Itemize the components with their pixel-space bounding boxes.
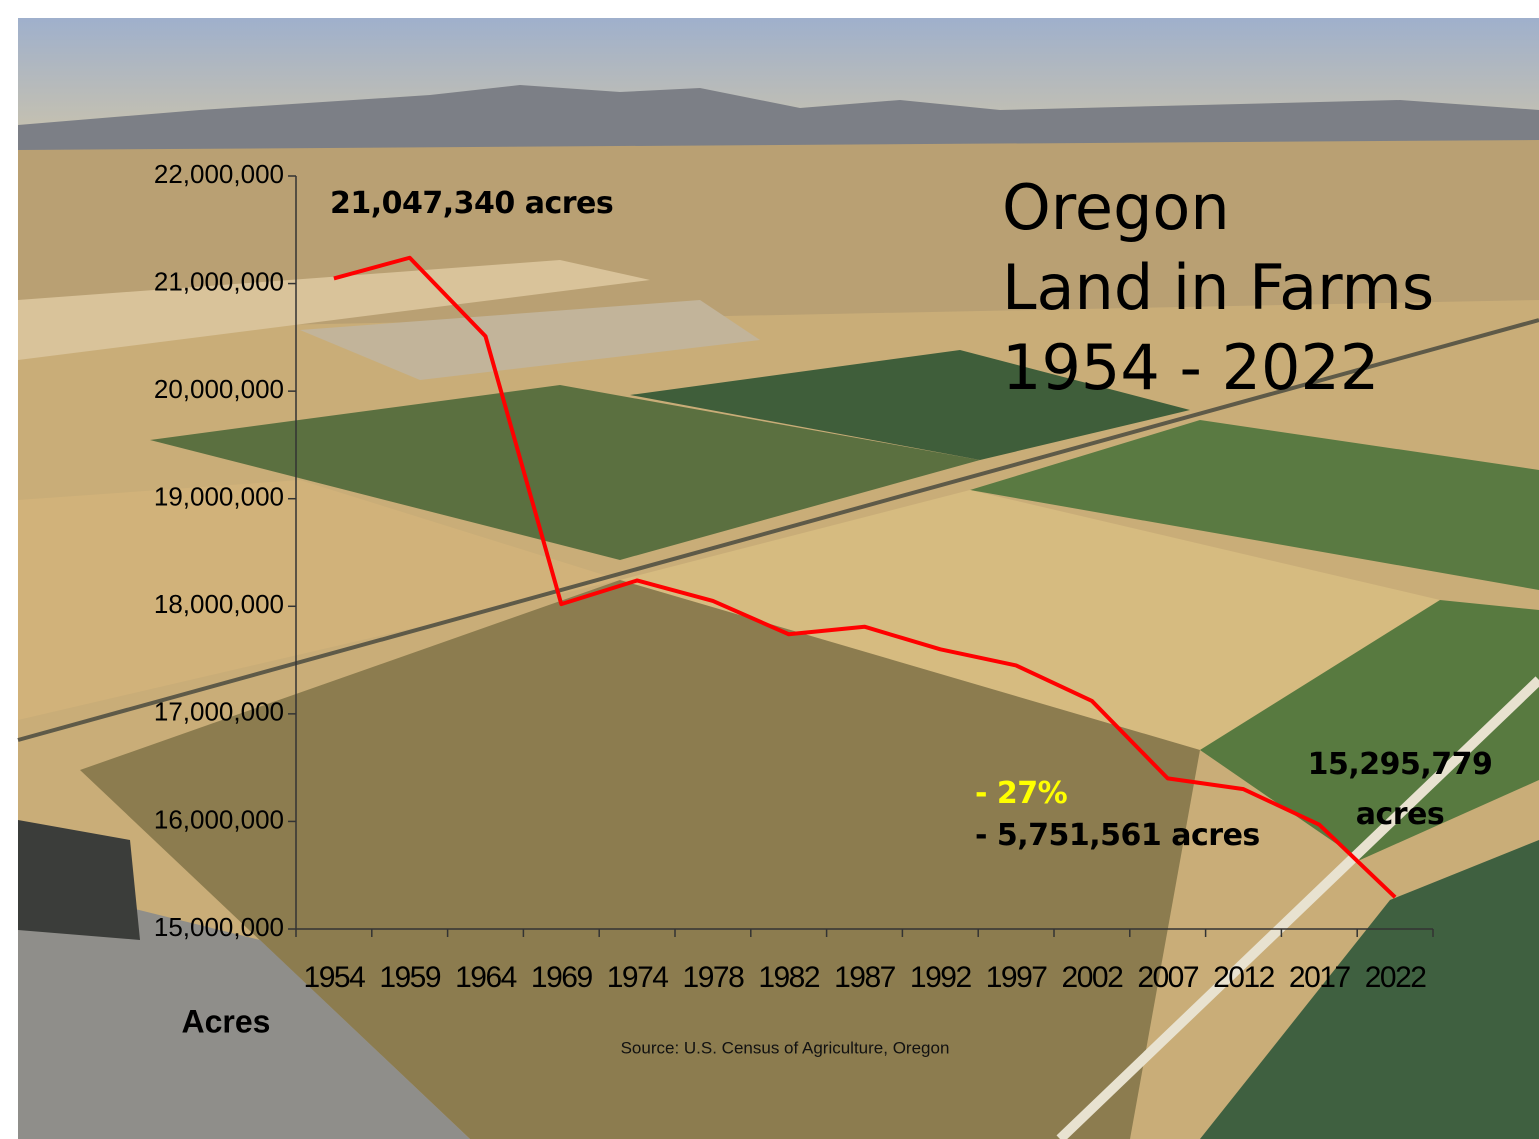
x-tick-label: 1974 xyxy=(607,961,669,994)
x-tick-label: 1992 xyxy=(910,961,972,994)
y-axis-label: Acres xyxy=(182,1003,271,1039)
x-tick-label: 1964 xyxy=(455,961,517,994)
x-tick-label: 2017 xyxy=(1289,961,1351,994)
x-tick-label: 1978 xyxy=(683,961,745,994)
y-tick-label: 18,000,000 xyxy=(154,589,284,619)
annotation: 21,047,340 acres xyxy=(330,186,613,221)
y-tick-label: 22,000,000 xyxy=(154,159,284,189)
annotation: - 5,751,561 acres xyxy=(975,818,1260,853)
chart-title: Oregon Land in Farms 1954 - 2022 xyxy=(1002,168,1434,408)
y-tick-label: 21,000,000 xyxy=(154,266,284,296)
y-tick-label: 19,000,000 xyxy=(154,482,284,512)
x-tick-label: 2007 xyxy=(1137,961,1199,994)
y-tick-label: 15,000,000 xyxy=(154,912,284,942)
y-tick-label: 20,000,000 xyxy=(154,374,284,404)
source-note: Source: U.S. Census of Agriculture, Oreg… xyxy=(621,1038,950,1057)
y-tick-label: 17,000,000 xyxy=(154,697,284,727)
x-tick-label: 2002 xyxy=(1062,961,1124,994)
x-tick-label: 2012 xyxy=(1213,961,1275,994)
x-tick-label: 1997 xyxy=(986,961,1048,994)
x-tick-label: 2022 xyxy=(1365,961,1427,994)
x-tick-label: 1969 xyxy=(531,961,593,994)
x-tick-label: 1987 xyxy=(834,961,896,994)
y-tick-label: 16,000,000 xyxy=(154,804,284,834)
x-tick-label: 1959 xyxy=(379,961,441,994)
annotation: - 27% xyxy=(975,776,1067,811)
slide: 15,000,000 16,000,000 17,000,000 18,000,000… xyxy=(0,0,1539,1139)
x-tick-label: 1982 xyxy=(758,961,820,994)
x-tick-label: 1954 xyxy=(304,961,366,994)
annotation: 15,295,779 acres xyxy=(1300,740,1500,840)
